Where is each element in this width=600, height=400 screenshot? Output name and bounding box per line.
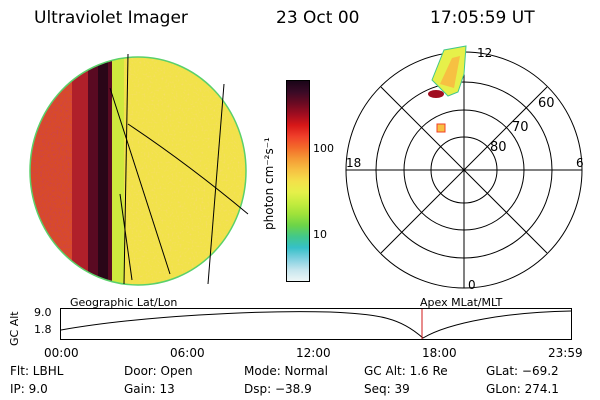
status-glat: GLat: −69.2	[486, 364, 559, 378]
time-tick-0: 00:00	[44, 346, 79, 360]
time-tick-1: 06:00	[170, 346, 205, 360]
mlt-label-0: 0	[468, 278, 476, 292]
status-glon: GLon: 274.1	[486, 382, 559, 396]
colorbar-label: photon cm⁻²s⁻¹	[262, 137, 276, 230]
time-tick-3: 18:00	[422, 346, 457, 360]
instrument-title: Ultraviolet Imager	[34, 8, 188, 28]
status-seq: Seq: 39	[364, 382, 410, 396]
colorbar-gradient	[287, 81, 309, 281]
time-tick-2: 12:00	[296, 346, 331, 360]
status-mode: Mode: Normal	[244, 364, 328, 378]
polar-plot	[345, 45, 583, 289]
lat-label-70: 70	[512, 120, 529, 135]
mlt-label-18: 18	[346, 156, 362, 170]
mlt-label-12: 12	[477, 46, 493, 60]
date-label: 23 Oct 00	[276, 8, 360, 28]
station-marker	[436, 123, 446, 133]
timeline-ymin: 1.8	[34, 323, 52, 336]
status-flt: Flt: LBHL	[10, 364, 64, 378]
status-ip: IP: 9.0	[10, 382, 48, 396]
colorbar-tick-100: 100	[313, 142, 334, 155]
status-gcalt: GC Alt: 1.6 Re	[364, 364, 448, 378]
time-tick-4: 23:59	[548, 346, 583, 360]
geographic-image	[29, 54, 249, 286]
timeline-right-title: Apex MLat/MLT	[420, 296, 503, 309]
status-gain: Gain: 13	[124, 382, 175, 396]
timeline-ylabel: GC Alt	[8, 311, 21, 346]
mlt-label-6: 6	[576, 156, 584, 170]
altitude-curve	[60, 310, 572, 339]
lat-label-60: 60	[538, 96, 555, 111]
timeline-ymax: 9.0	[34, 306, 52, 319]
status-dsp: Dsp: −38.9	[244, 382, 312, 396]
colorbar-tick-10: 10	[313, 228, 327, 241]
colorbar	[286, 80, 310, 282]
status-door: Door: Open	[124, 364, 193, 378]
altitude-timeline	[60, 308, 572, 340]
timeline-left-title: Geographic Lat/Lon	[70, 296, 178, 309]
lat-label-80: 80	[490, 140, 507, 155]
auroral-spot	[428, 90, 444, 98]
time-label: 17:05:59 UT	[430, 8, 535, 28]
